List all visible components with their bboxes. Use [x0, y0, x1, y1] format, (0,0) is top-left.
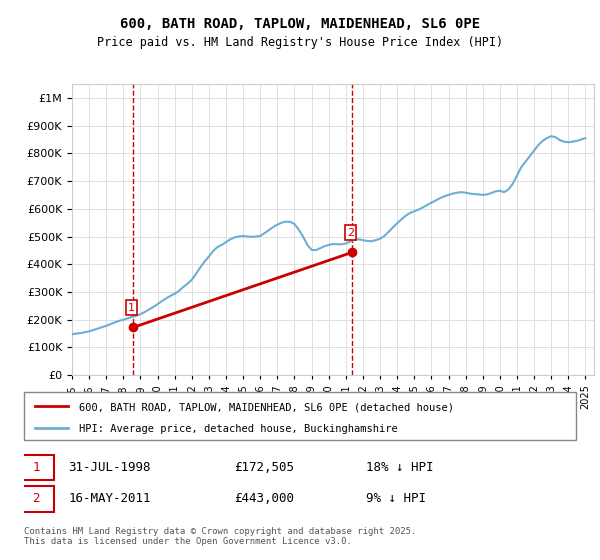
Text: 2: 2: [347, 228, 354, 237]
Text: 9% ↓ HPI: 9% ↓ HPI: [366, 492, 426, 506]
Text: HPI: Average price, detached house, Buckinghamshire: HPI: Average price, detached house, Buck…: [79, 424, 398, 433]
Text: 16-MAY-2011: 16-MAY-2011: [68, 492, 151, 506]
Text: 1: 1: [128, 303, 135, 312]
FancyBboxPatch shape: [24, 392, 576, 440]
Text: £172,505: £172,505: [234, 461, 294, 474]
FancyBboxPatch shape: [19, 487, 55, 511]
Text: 31-JUL-1998: 31-JUL-1998: [68, 461, 151, 474]
Text: Contains HM Land Registry data © Crown copyright and database right 2025.
This d: Contains HM Land Registry data © Crown c…: [24, 526, 416, 546]
Text: 1: 1: [32, 461, 40, 474]
Text: £443,000: £443,000: [234, 492, 294, 506]
FancyBboxPatch shape: [19, 455, 55, 480]
Text: Price paid vs. HM Land Registry's House Price Index (HPI): Price paid vs. HM Land Registry's House …: [97, 36, 503, 49]
Text: 18% ↓ HPI: 18% ↓ HPI: [366, 461, 434, 474]
Text: 600, BATH ROAD, TAPLOW, MAIDENHEAD, SL6 0PE: 600, BATH ROAD, TAPLOW, MAIDENHEAD, SL6 …: [120, 17, 480, 31]
Text: 2: 2: [32, 492, 40, 506]
Text: 600, BATH ROAD, TAPLOW, MAIDENHEAD, SL6 0PE (detached house): 600, BATH ROAD, TAPLOW, MAIDENHEAD, SL6 …: [79, 402, 454, 412]
